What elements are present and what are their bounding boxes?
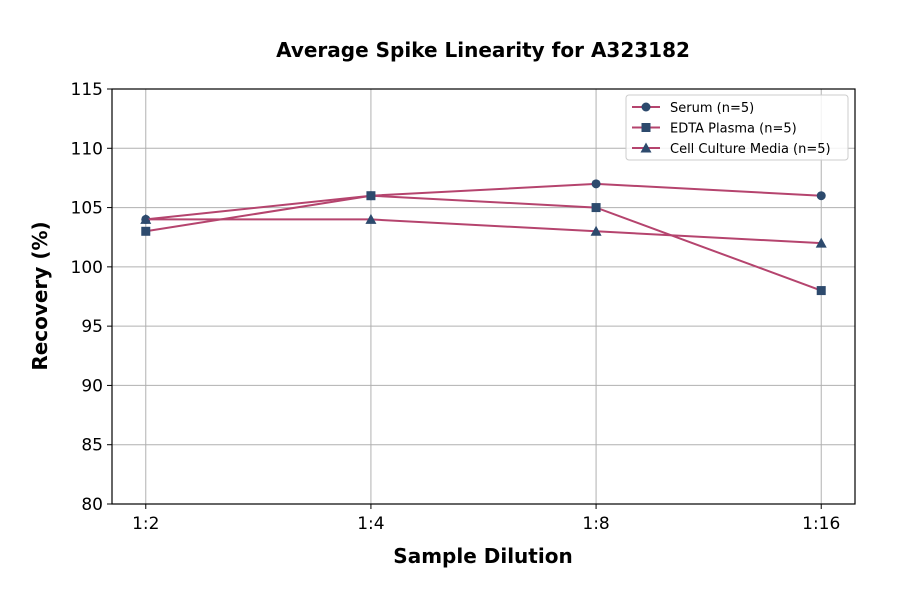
- series-triangle: [140, 213, 827, 248]
- data-point-square: [816, 286, 826, 296]
- y-tick-label: 90: [81, 376, 103, 396]
- data-point-square: [591, 203, 601, 213]
- legend: Serum (n=5) EDTA Plasma (n=5) Cell Culture…: [625, 94, 849, 161]
- series-line: [145, 218, 822, 245]
- data-point-triangle: [640, 142, 652, 153]
- data-point-triangle: [365, 213, 377, 224]
- x-tick-label: 1:2: [132, 514, 159, 534]
- series-line: [145, 182, 822, 221]
- x-tick-label: 1:8: [582, 514, 609, 534]
- y-tick-label: 95: [81, 317, 103, 337]
- data-point-square: [141, 226, 151, 236]
- legend-label: Cell Culture Media (n=5): [670, 142, 831, 157]
- data-point-square: [641, 123, 651, 132]
- series-square: [141, 191, 826, 296]
- data-point-triangle: [590, 225, 602, 236]
- legend-label: EDTA Plasma (n=5): [670, 122, 797, 137]
- data-point-circle: [641, 102, 651, 112]
- y-tick-label: 115: [71, 80, 103, 100]
- y-tick-label: 100: [71, 258, 103, 278]
- y-tick-label: 105: [71, 199, 103, 219]
- legend-label: Serum (n=5): [670, 101, 754, 116]
- y-tick-label: 85: [81, 436, 103, 456]
- chart-title: Average Spike Linearity for A323182: [276, 38, 690, 62]
- y-tick-label: 80: [81, 495, 103, 515]
- legend-box: [625, 94, 849, 161]
- x-tick-label: 1:4: [357, 514, 384, 534]
- data-point-circle: [816, 191, 826, 201]
- series-line: [145, 194, 822, 292]
- data-point-triangle: [815, 237, 827, 248]
- x-axis-label: Sample Dilution: [393, 544, 572, 568]
- data-point-square: [366, 191, 376, 201]
- plot-frame: [111, 88, 856, 505]
- y-tick-label: 110: [71, 139, 103, 159]
- x-tick-label: 1:16: [802, 514, 840, 534]
- data-point-circle: [591, 179, 601, 189]
- y-axis-label: Recovery (%): [28, 221, 52, 370]
- data-point-triangle: [140, 213, 152, 224]
